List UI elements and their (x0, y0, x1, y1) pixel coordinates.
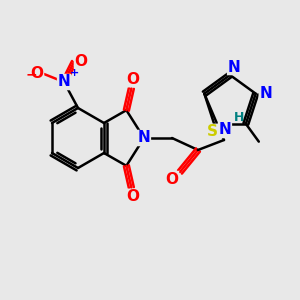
Text: H: H (234, 111, 244, 124)
Text: −: − (26, 67, 38, 81)
Text: N: N (228, 59, 240, 74)
Text: O: O (74, 53, 88, 68)
Text: N: N (138, 130, 150, 146)
Text: O: O (126, 72, 139, 87)
Text: +: + (70, 68, 79, 78)
Text: O: O (166, 172, 178, 187)
Text: O: O (31, 65, 44, 80)
Text: N: N (58, 74, 70, 89)
Text: O: O (126, 189, 139, 204)
Text: N: N (259, 86, 272, 101)
Text: N: N (219, 122, 231, 137)
Text: S: S (207, 124, 218, 139)
